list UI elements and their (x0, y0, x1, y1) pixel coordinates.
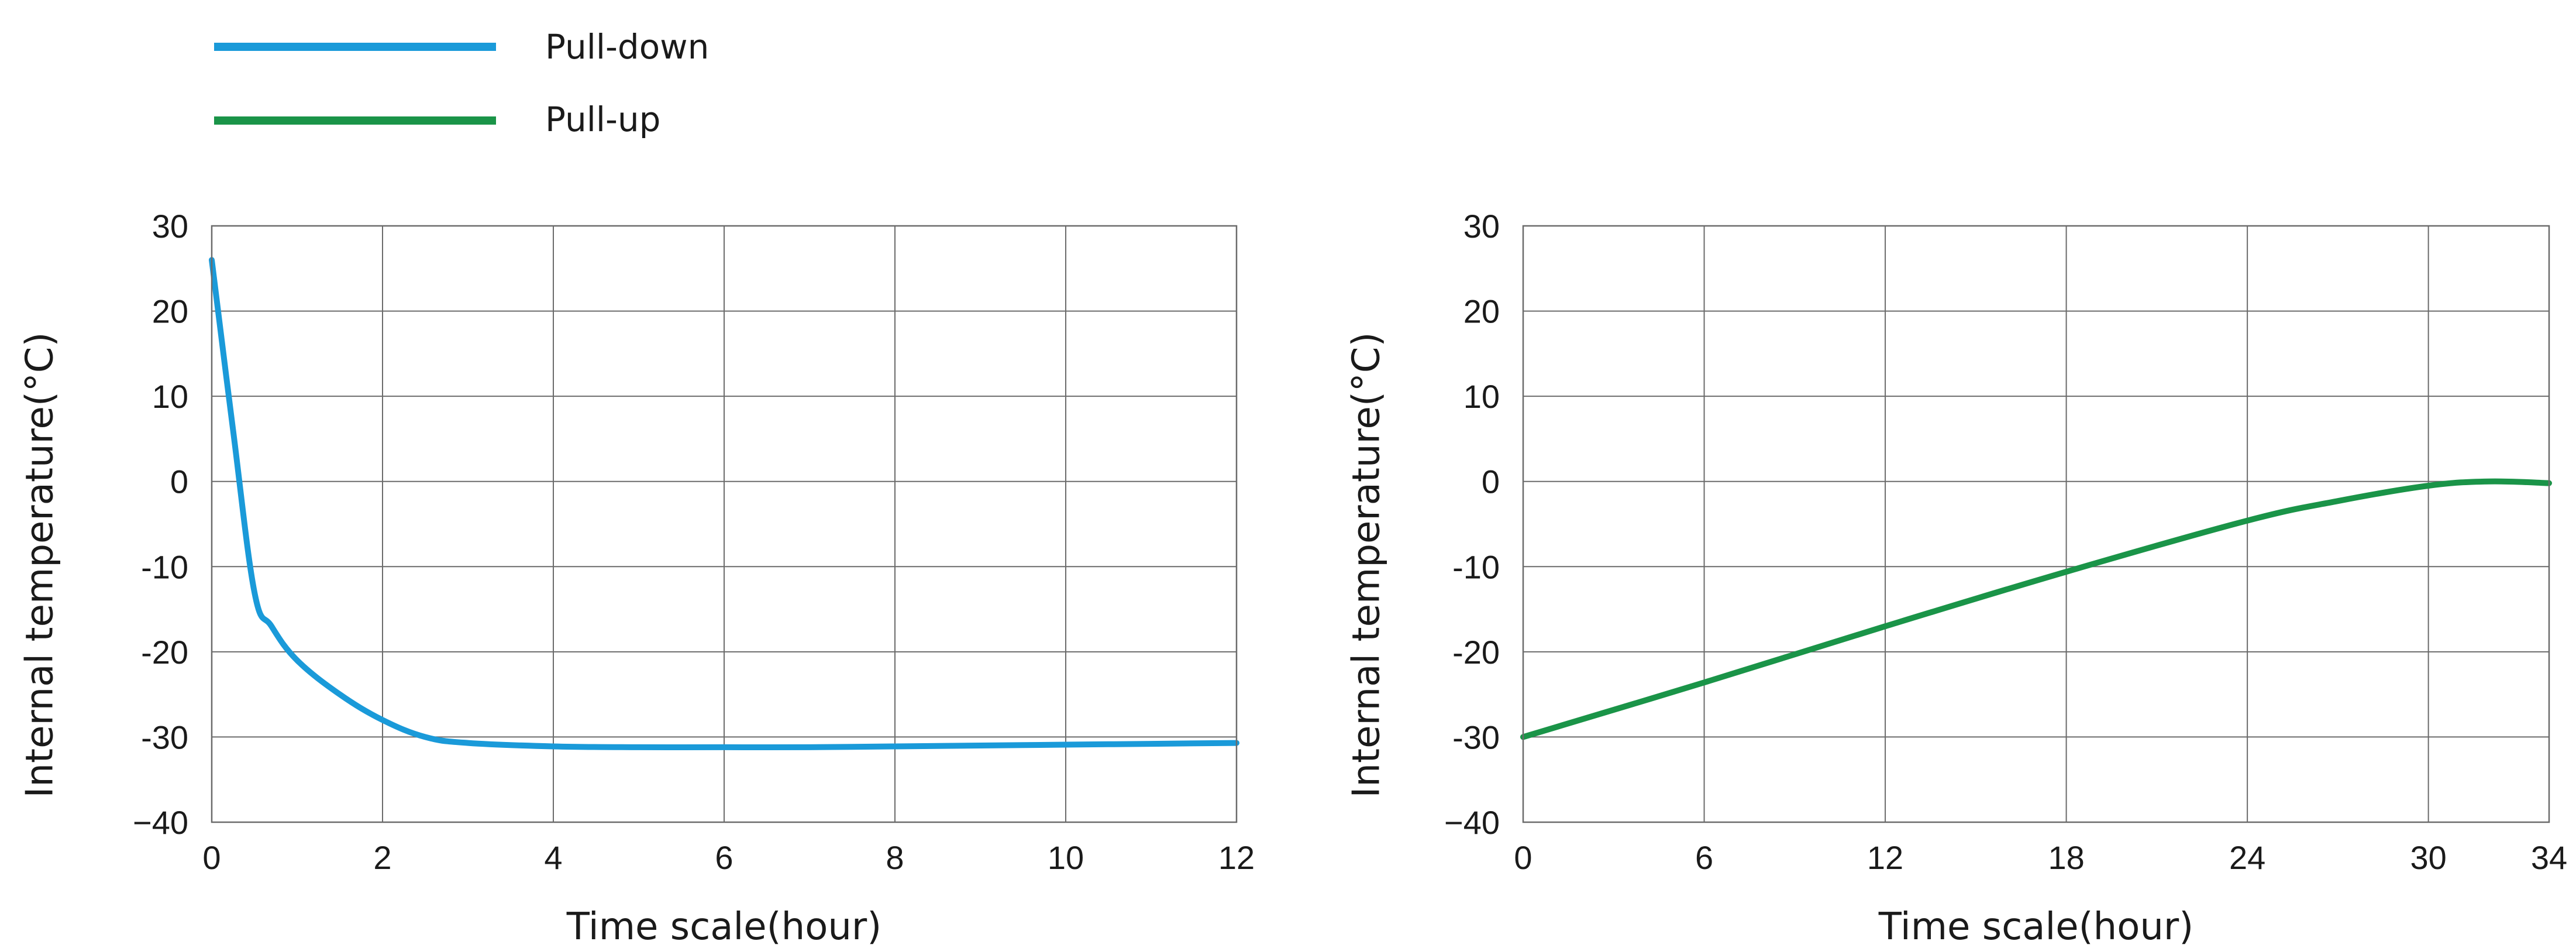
grid (211, 225, 1237, 823)
chart-pull-up: 30 20 10 0 -10 -20 -30 −40 0 6 12 18 24 30 34 Time sc… (1345, 208, 2568, 948)
y-tick-label: 30 (152, 208, 188, 245)
series-layer (1520, 478, 2552, 740)
y-tick-label: −40 (1444, 804, 1500, 841)
legend-label-pull-down: Pull-down (545, 27, 709, 67)
x-tick-label: 0 (1514, 839, 1532, 876)
x-tick-label: 30 (2410, 839, 2446, 876)
x-tick-label: 24 (2229, 839, 2265, 876)
x-tick-label: 10 (1048, 839, 1084, 876)
x-axis-label: Time scale(hour) (1878, 905, 2193, 948)
x-tick-label: 18 (2048, 839, 2084, 876)
series-layer (209, 257, 1239, 751)
y-tick-label: 10 (152, 378, 188, 415)
x-tick-label: 8 (886, 839, 904, 876)
series-line-pull-down (209, 257, 1239, 751)
legend-label-pull-up: Pull-up (545, 99, 660, 139)
y-tick-label: 0 (1482, 463, 1500, 500)
grid (1523, 225, 2550, 823)
x-tick-label: 6 (1695, 839, 1713, 876)
y-tick-label: -10 (1452, 548, 1500, 585)
x-tick-labels: 0 2 4 6 8 10 12 (202, 839, 1255, 876)
y-tick-label: 0 (170, 463, 188, 500)
x-tick-labels: 0 6 12 18 24 30 34 (1514, 839, 2567, 876)
y-tick-labels: 30 20 10 0 -10 -20 -30 −40 (133, 208, 188, 841)
y-tick-label: 30 (1463, 208, 1500, 245)
plot-frame (1522, 225, 2550, 823)
x-tick-label: 34 (2531, 839, 2567, 876)
x-tick-label: 12 (1867, 839, 1903, 876)
y-tick-label: -20 (141, 634, 188, 671)
y-tick-label: -30 (141, 719, 188, 755)
y-tick-labels: 30 20 10 0 -10 -20 -30 −40 (1444, 208, 1500, 841)
legend: Pull-down Pull-up (214, 27, 709, 139)
chart-pull-down: 30 20 10 0 -10 -20 -30 −40 0 2 4 6 8 10 12 Time scale… (19, 208, 1255, 948)
y-tick-label: −40 (133, 804, 188, 841)
series-line-pull-up (1520, 478, 2552, 740)
x-tick-label: 12 (1218, 839, 1255, 876)
plot-frame (211, 225, 1238, 823)
y-tick-label: 20 (1463, 293, 1500, 330)
y-tick-label: -30 (1452, 719, 1500, 755)
y-tick-label: -10 (141, 548, 188, 585)
x-tick-label: 0 (202, 839, 221, 876)
y-axis-label: Internal temperature(°C) (1345, 332, 1389, 798)
y-axis-label: Internal temperature(°C) (19, 332, 62, 798)
x-tick-label: 4 (544, 839, 562, 876)
y-tick-label: -20 (1452, 634, 1500, 671)
y-tick-label: 20 (152, 293, 188, 330)
x-axis-label: Time scale(hour) (566, 905, 881, 948)
x-tick-label: 6 (715, 839, 733, 876)
x-tick-label: 2 (373, 839, 391, 876)
y-tick-label: 10 (1463, 378, 1500, 415)
